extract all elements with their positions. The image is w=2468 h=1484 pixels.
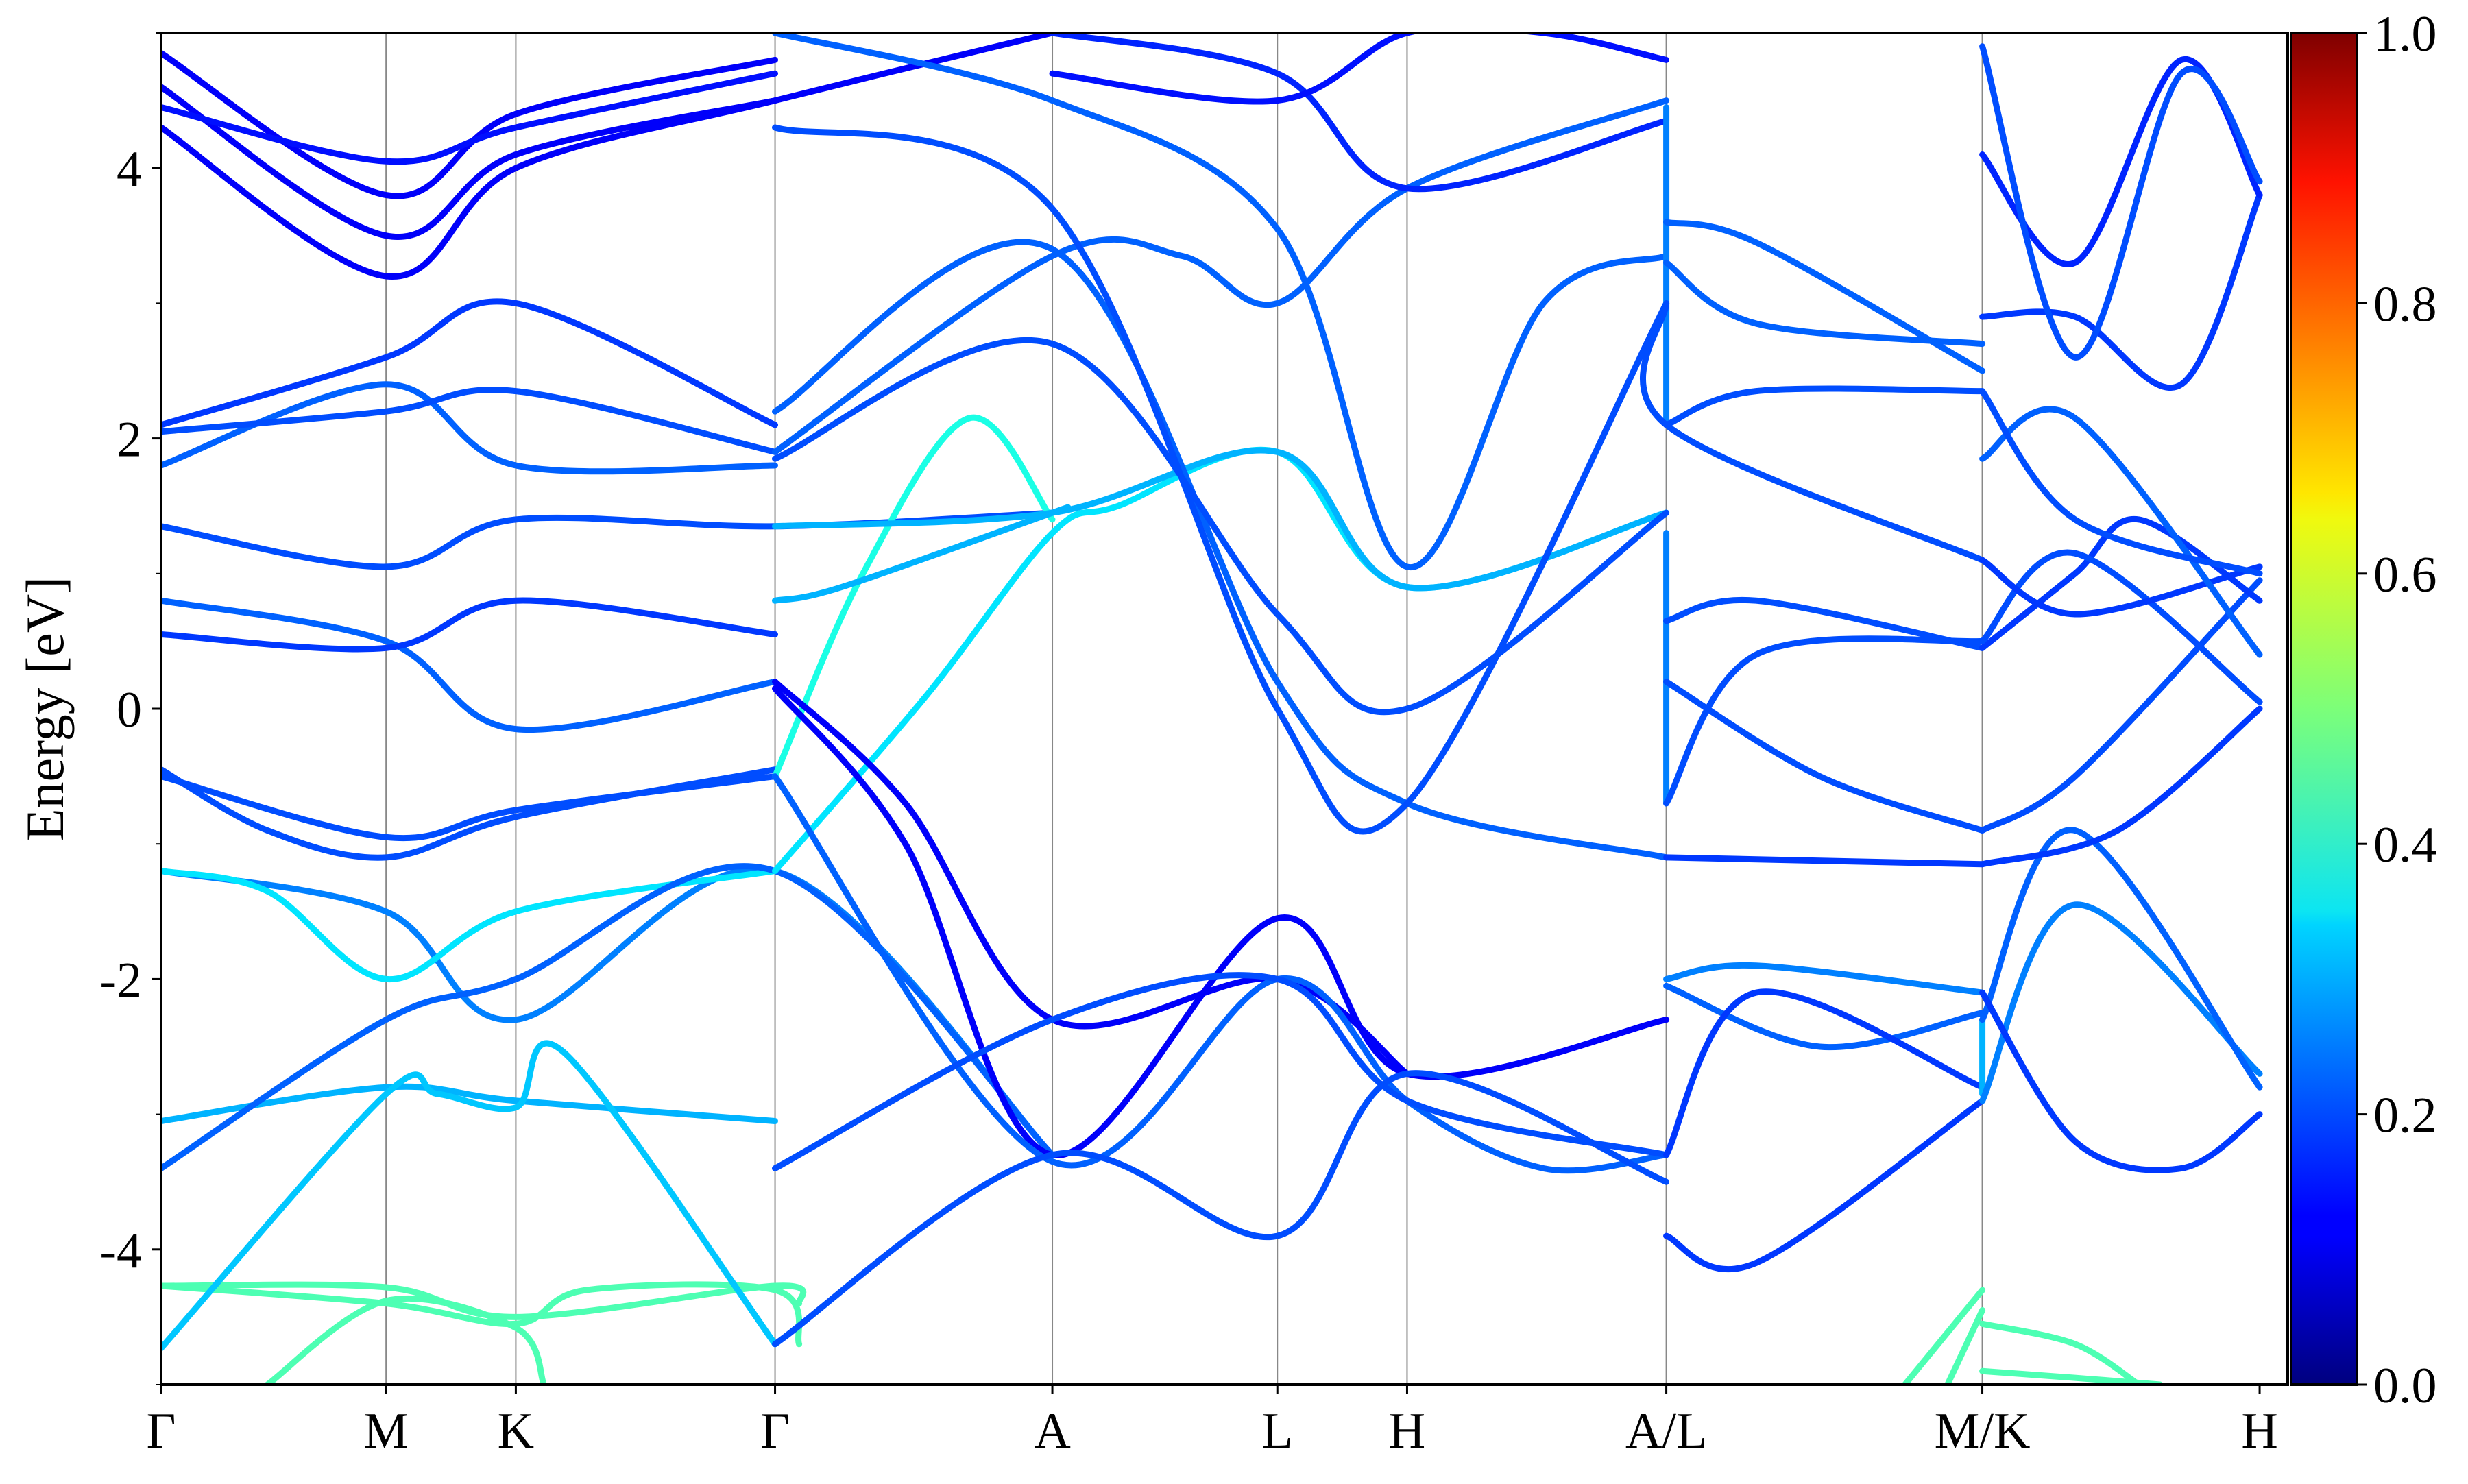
band-line xyxy=(1663,385,1986,428)
band-line xyxy=(1663,219,1986,374)
colorbar-tick-label: 0.6 xyxy=(2373,547,2437,603)
band-line xyxy=(1049,33,1670,105)
band-line xyxy=(1979,705,2263,868)
colorbar-gradient xyxy=(2290,32,2358,1386)
band-line xyxy=(1663,982,1986,1051)
band-line xyxy=(161,1281,803,1348)
x-tick-label: L xyxy=(1262,1403,1293,1459)
y-tick-label: -2 xyxy=(99,952,142,1008)
band-line xyxy=(1663,635,1986,807)
colorbar-tick-label: 0.4 xyxy=(2373,817,2437,873)
y-tick-label: 4 xyxy=(117,141,142,197)
band-line xyxy=(772,33,1670,570)
band-line xyxy=(772,447,1670,592)
x-tick-label: H xyxy=(2241,1403,2277,1459)
band-line xyxy=(161,84,778,240)
plot-frame xyxy=(160,32,2289,1386)
band-line xyxy=(161,50,778,199)
x-tick-label: A/L xyxy=(1625,1403,1707,1459)
band-line xyxy=(1663,1097,1986,1273)
x-tick-label: K xyxy=(498,1403,534,1459)
band-lines xyxy=(161,33,2263,1385)
band-line xyxy=(1979,1367,2164,1385)
x-tick-label: Γ xyxy=(147,1403,176,1459)
y-axis-title: Energy [eV] xyxy=(15,576,75,841)
band-line xyxy=(772,97,1670,455)
band-line xyxy=(161,33,1056,280)
band-line xyxy=(161,868,778,982)
colorbar: 0.0 0.2 0.4 0.6 0.8 1.0 xyxy=(2290,6,2437,1414)
band-line xyxy=(772,685,1670,1158)
band-line xyxy=(772,337,1670,716)
x-tick-label: H xyxy=(1389,1403,1425,1459)
band-line xyxy=(772,124,1670,835)
colorbar-tick-label: 0.8 xyxy=(2373,276,2437,332)
band-line xyxy=(161,863,1056,1171)
band-line xyxy=(1979,192,2263,391)
x-tick-label: M/K xyxy=(1935,1403,2031,1459)
band-line xyxy=(161,70,778,165)
band-line xyxy=(161,597,778,733)
x-tick-label: M xyxy=(363,1403,409,1459)
y-axis: -4 -2 0 2 4 xyxy=(99,32,161,1385)
x-tick-label: A xyxy=(1034,1403,1070,1459)
x-axis: Γ M K Γ A L H A/L M/K H xyxy=(147,1385,2278,1459)
band-line xyxy=(772,679,1410,1077)
band-line xyxy=(772,414,1056,780)
band-line xyxy=(161,766,778,861)
band-line xyxy=(1902,1287,1986,1385)
band-line xyxy=(1663,988,1986,1158)
band-line xyxy=(1979,901,2263,1104)
band-line xyxy=(1979,1320,2142,1385)
x-tick-label: Γ xyxy=(760,1403,790,1459)
y-tick-label: -4 xyxy=(99,1223,142,1279)
band-line xyxy=(1049,33,1670,193)
band-line xyxy=(1979,388,2263,577)
colorbar-tick-label: 1.0 xyxy=(2373,6,2437,62)
band-line xyxy=(1640,300,1986,563)
band-line xyxy=(1979,989,2263,1173)
y-tick-label: 0 xyxy=(117,682,142,738)
band-line xyxy=(1979,577,2263,834)
band-line xyxy=(1663,854,1986,868)
band-line xyxy=(1663,962,1986,996)
band-line xyxy=(1979,557,2263,618)
band-line xyxy=(1663,259,1986,348)
colorbar-tick-label: 0.0 xyxy=(2373,1358,2437,1414)
band-line xyxy=(772,239,1670,861)
band-line xyxy=(1944,1307,1986,1385)
colorbar-tick-label: 0.2 xyxy=(2373,1088,2437,1144)
band-line xyxy=(1979,549,2263,705)
band-line xyxy=(161,1040,778,1352)
band-line xyxy=(772,972,1670,1171)
band-line xyxy=(772,1070,1670,1348)
band-line xyxy=(161,1281,807,1320)
band-line xyxy=(161,298,778,428)
band-line xyxy=(1663,596,1986,651)
band-line xyxy=(1663,679,1986,834)
y-tick-label: 2 xyxy=(117,412,142,468)
band-line xyxy=(161,773,778,842)
band-line xyxy=(264,1296,547,1385)
band-line xyxy=(1979,827,2263,1091)
band-line xyxy=(161,387,778,455)
band-line xyxy=(161,597,778,653)
band-line xyxy=(1979,43,2263,361)
